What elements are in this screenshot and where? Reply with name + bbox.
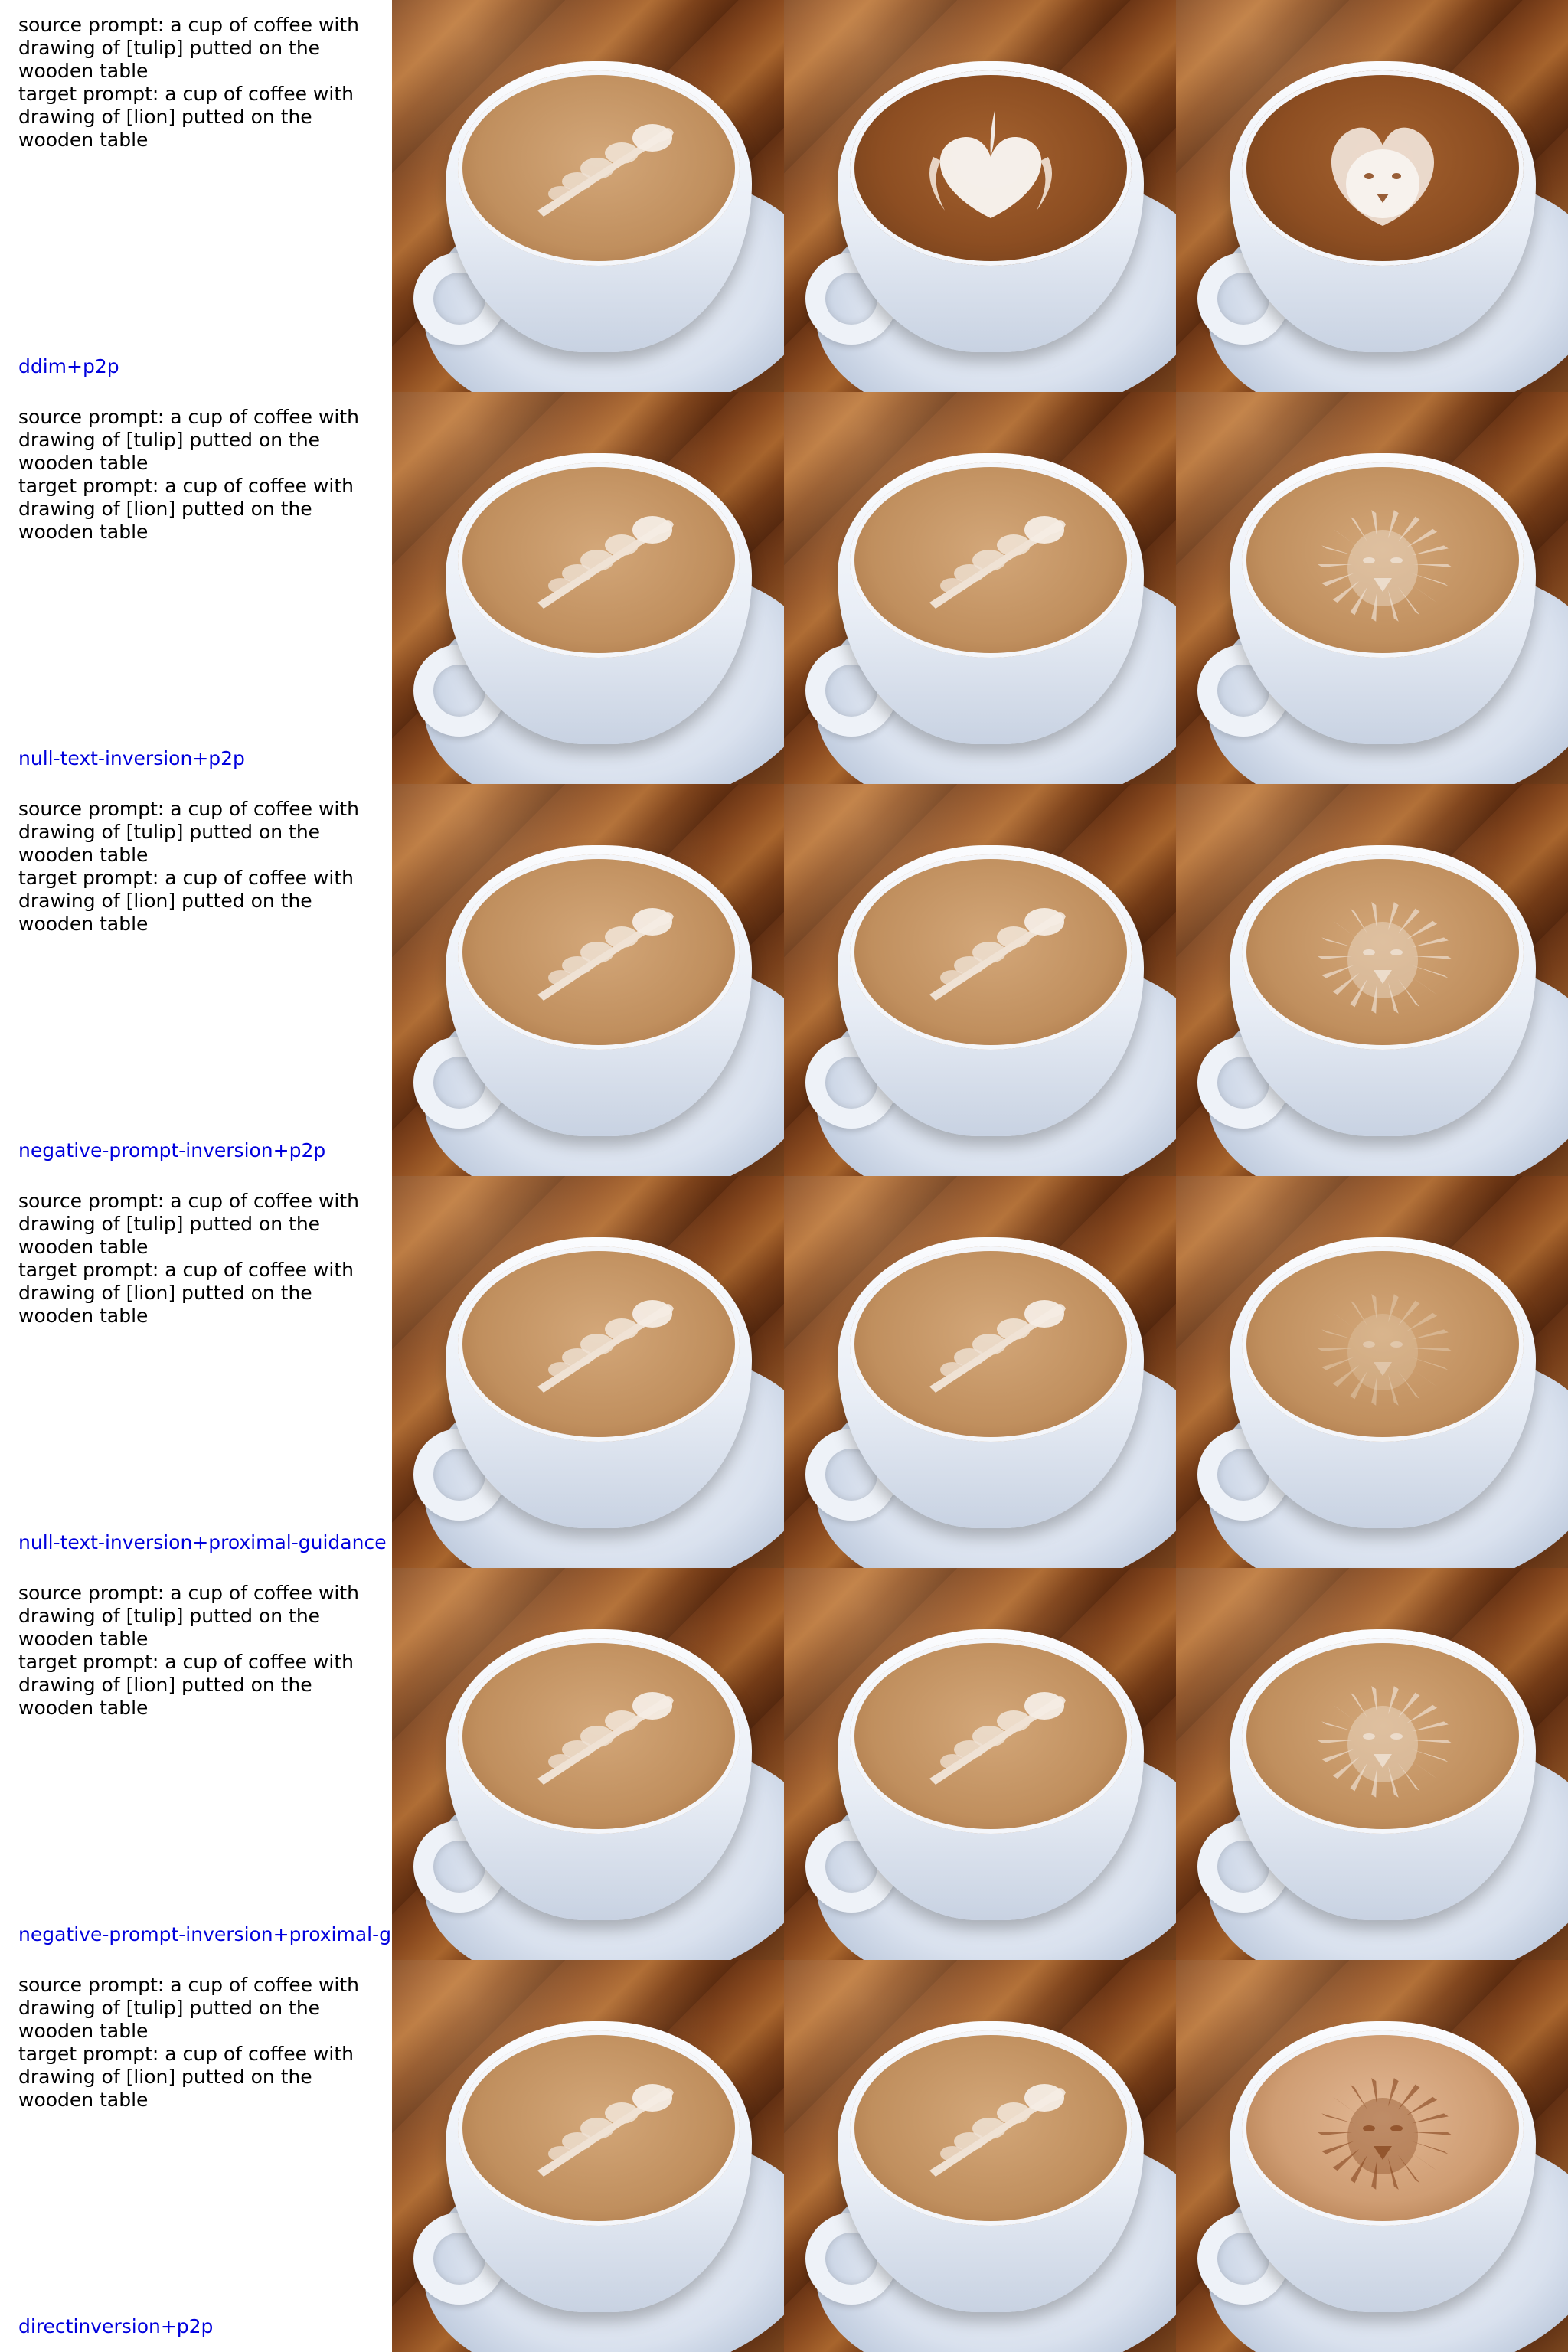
- method-label: ddim+p2p: [18, 355, 119, 377]
- row-label-cell: source prompt: a cup of coffee with draw…: [0, 1176, 392, 1568]
- edited-image: [1176, 0, 1568, 392]
- prompt-block: source prompt: a cup of coffee with draw…: [18, 798, 378, 936]
- reconstruction-image: [784, 1960, 1176, 2352]
- source-prompt: source prompt: a cup of coffee with draw…: [18, 1190, 359, 1258]
- latte-art-lion-faint: [1318, 1294, 1452, 1406]
- coffee-surface: [1242, 1638, 1524, 1834]
- latte-art-tulip: [537, 908, 674, 1001]
- prompt-block: source prompt: a cup of coffee with draw…: [18, 1582, 378, 1720]
- source-prompt: source prompt: a cup of coffee with draw…: [18, 1974, 359, 2042]
- latte-art-tulip: [537, 124, 674, 217]
- source-prompt: source prompt: a cup of coffee with draw…: [18, 798, 359, 866]
- target-prompt: target prompt: a cup of coffee with draw…: [18, 475, 354, 543]
- latte-art-tulip: [537, 1692, 674, 1785]
- edited-image: [1176, 392, 1568, 784]
- target-prompt: target prompt: a cup of coffee with draw…: [18, 1259, 354, 1327]
- edited-image: [1176, 1568, 1568, 1960]
- method-label: negative-prompt-inversion+proximal-guida…: [18, 1923, 392, 1945]
- reconstruction-image: [784, 784, 1176, 1176]
- row-label-cell: source prompt: a cup of coffee with draw…: [0, 0, 392, 392]
- coffee-surface: [1242, 2030, 1524, 2226]
- latte-art-tulip: [929, 2084, 1066, 2177]
- method-label: null-text-inversion+proximal-guidance: [18, 1531, 387, 1553]
- prompt-block: source prompt: a cup of coffee with draw…: [18, 406, 378, 544]
- row-label-cell: source prompt: a cup of coffee with draw…: [0, 1960, 392, 2352]
- target-prompt: target prompt: a cup of coffee with draw…: [18, 1651, 354, 1719]
- latte-art-lion-simple: [1331, 127, 1435, 226]
- latte-art-tulip: [929, 516, 1066, 609]
- row-label-cell: source prompt: a cup of coffee with draw…: [0, 392, 392, 784]
- method-label: negative-prompt-inversion+p2p: [18, 1139, 326, 1161]
- reconstruction-image: [784, 1176, 1176, 1568]
- latte-art-tulip: [929, 1300, 1066, 1393]
- latte-art-tulip: [929, 1692, 1066, 1785]
- prompt-block: source prompt: a cup of coffee with draw…: [18, 14, 378, 152]
- reconstruction-image: [784, 1568, 1176, 1960]
- latte-art-lion-dark: [1318, 2078, 1452, 2190]
- latte-art-tulip: [537, 1300, 674, 1393]
- source-image: [392, 784, 784, 1176]
- coffee-surface: [1242, 462, 1524, 658]
- reconstruction-image: [784, 392, 1176, 784]
- prompt-block: source prompt: a cup of coffee with draw…: [18, 1190, 378, 1328]
- method-label: null-text-inversion+p2p: [18, 747, 245, 769]
- row-label-cell: source prompt: a cup of coffee with draw…: [0, 784, 392, 1176]
- edited-image: [1176, 784, 1568, 1176]
- source-image: [392, 1176, 784, 1568]
- latte-art-tulip: [929, 908, 1066, 1001]
- source-prompt: source prompt: a cup of coffee with draw…: [18, 406, 359, 474]
- row-label-cell: source prompt: a cup of coffee with draw…: [0, 1568, 392, 1960]
- latte-art-heart: [929, 111, 1052, 218]
- latte-art-lion: [1318, 1686, 1452, 1798]
- target-prompt: target prompt: a cup of coffee with draw…: [18, 867, 354, 935]
- target-prompt: target prompt: a cup of coffee with draw…: [18, 83, 354, 151]
- edited-image: [1176, 1960, 1568, 2352]
- target-prompt: target prompt: a cup of coffee with draw…: [18, 2043, 354, 2111]
- edited-image: [1176, 1176, 1568, 1568]
- source-image: [392, 0, 784, 392]
- source-image: [392, 1960, 784, 2352]
- latte-art-tulip: [537, 2084, 674, 2177]
- coffee-surface: [1242, 1246, 1524, 1442]
- source-image: [392, 392, 784, 784]
- method-label: directinversion+p2p: [18, 2315, 214, 2337]
- latte-art-lion: [1318, 510, 1452, 622]
- coffee-surface: [1242, 854, 1524, 1050]
- source-image: [392, 1568, 784, 1960]
- latte-art-tulip: [537, 516, 674, 609]
- reconstruction-image: [784, 0, 1176, 392]
- source-prompt: source prompt: a cup of coffee with draw…: [18, 1582, 359, 1650]
- prompt-block: source prompt: a cup of coffee with draw…: [18, 1974, 378, 2112]
- latte-art-lion: [1318, 902, 1452, 1014]
- source-prompt: source prompt: a cup of coffee with draw…: [18, 14, 359, 82]
